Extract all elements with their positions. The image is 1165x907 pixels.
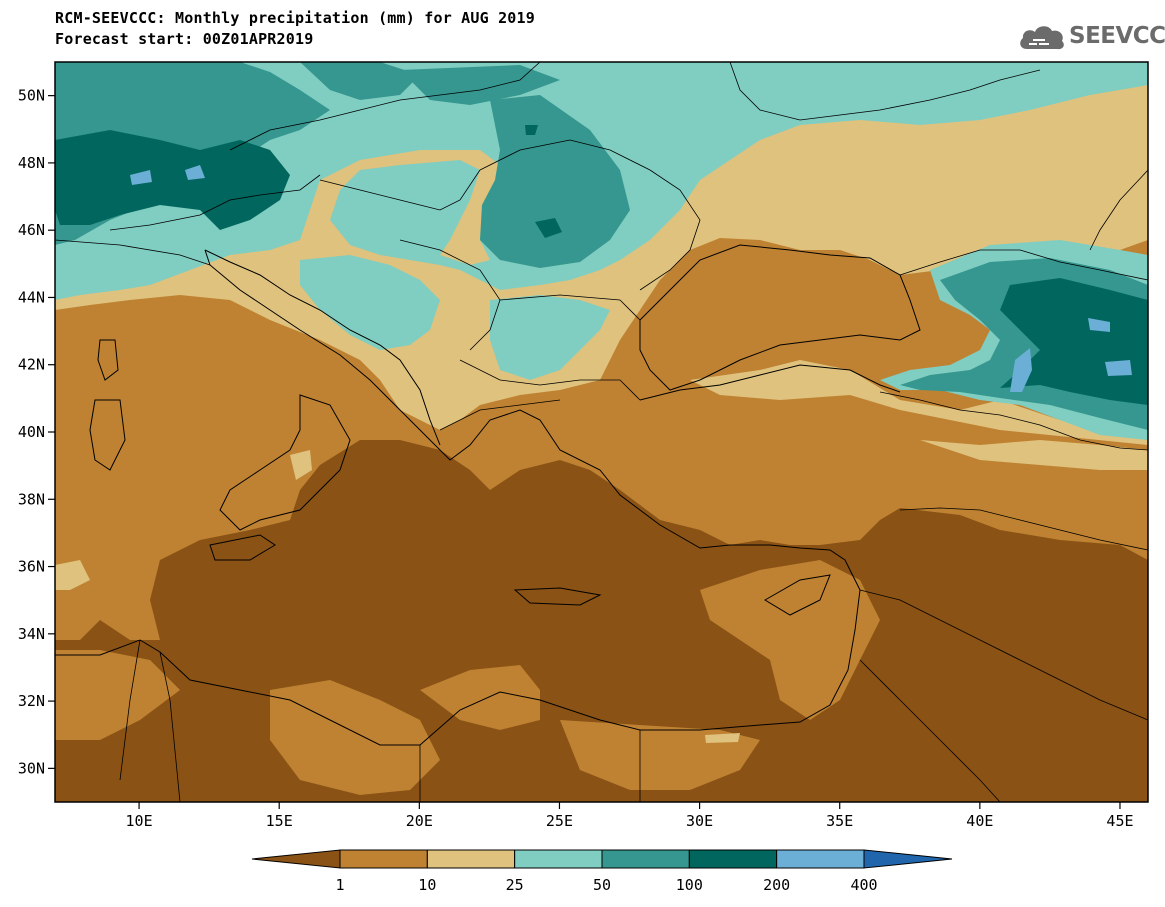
lat-tick-label: 46N <box>18 221 45 239</box>
country-borders <box>55 62 1148 802</box>
lat-tick-label: 48N <box>18 154 45 172</box>
colorbar-label: 1 <box>335 876 344 894</box>
colorbar-label: 50 <box>593 876 611 894</box>
lon-tick-label: 40E <box>966 812 993 830</box>
colorbar-bin-25-50 <box>514 849 603 869</box>
colorbar-bin-200-400 <box>776 849 865 869</box>
lat-tick-label: 40N <box>18 423 45 441</box>
lat-tick-label: 38N <box>18 490 45 508</box>
colorbar-bin-50-100 <box>601 849 690 869</box>
lat-tick-label: 44N <box>18 288 45 306</box>
precipitation-field <box>55 62 1148 802</box>
lat-tick-label: 36N <box>18 558 45 576</box>
colorbar-label: 400 <box>850 876 877 894</box>
logo-text: SEEVCCC <box>1069 23 1165 49</box>
colorbar-label: 25 <box>506 876 524 894</box>
colorbar-label: 200 <box>763 876 790 894</box>
seevccc-logo: SEEVCCC <box>1017 21 1165 57</box>
lat-tick-label: 50N <box>18 87 45 105</box>
map-title: RCM-SEEVCCC: Monthly precipitation (mm) … <box>55 9 535 27</box>
lon-tick-label: 20E <box>406 812 433 830</box>
precip-band-200-400 <box>130 170 152 185</box>
cloud-icon <box>1020 26 1064 50</box>
coastlines <box>55 244 921 746</box>
precip-band-100-200 <box>55 130 290 230</box>
forecast-start: Forecast start: 00Z01APR2019 <box>55 30 314 48</box>
colorbar-bin-100-200 <box>688 849 778 869</box>
lat-tick-label: 34N <box>18 625 45 643</box>
colorbar-bin-10-25 <box>426 849 516 869</box>
colorbar-label: 10 <box>418 876 436 894</box>
longitude-axis: 10E 15E 20E 25E 30E 35E 40E 45E <box>126 802 1134 830</box>
lat-tick-label: 30N <box>18 759 45 777</box>
lon-tick-label: 15E <box>266 812 293 830</box>
lon-tick-label: 25E <box>546 812 573 830</box>
lon-tick-label: 10E <box>126 812 153 830</box>
lat-tick-label: 32N <box>18 692 45 710</box>
colorbar-bin-1-10 <box>339 849 428 869</box>
latitude-axis: 30N 32N 34N 36N 38N 40N 42N 44N 46N 48N 50N <box>18 87 55 777</box>
colorbar-label: 100 <box>676 876 703 894</box>
lon-tick-label: 35E <box>826 812 853 830</box>
colorbar-bin->400 <box>863 849 953 869</box>
lon-tick-label: 30E <box>686 812 713 830</box>
colorbar-bin-<1 <box>251 849 341 869</box>
lat-tick-label: 42N <box>18 356 45 374</box>
lon-tick-label: 45E <box>1106 812 1133 830</box>
